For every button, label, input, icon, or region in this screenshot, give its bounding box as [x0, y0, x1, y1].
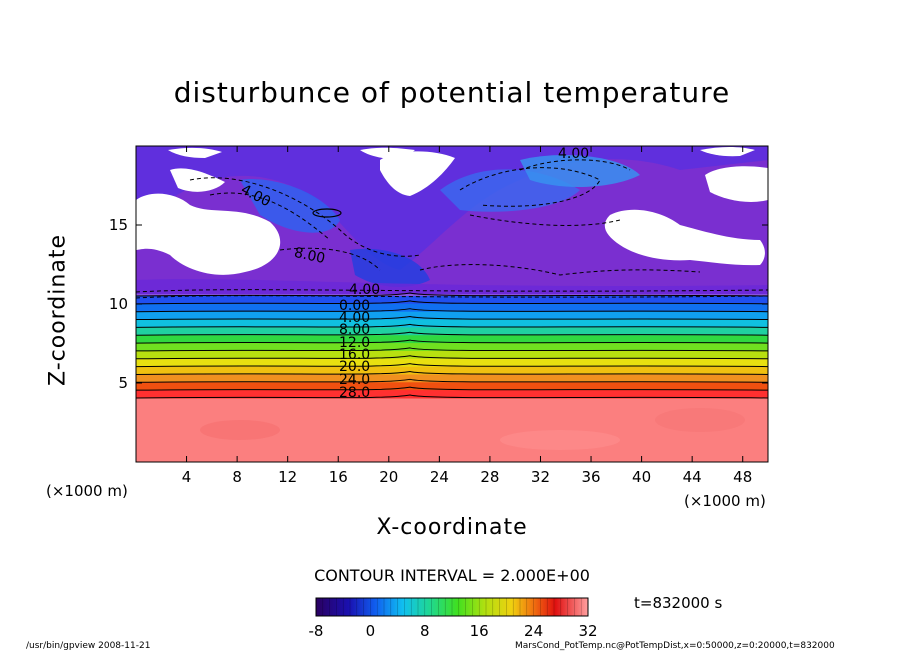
- x-tick-label: 20: [379, 468, 399, 486]
- color-band: [136, 335, 768, 344]
- contour-line: [136, 316, 768, 321]
- x-axis-ticks: [186, 146, 744, 462]
- y-tick-label: 5: [118, 374, 128, 392]
- color-band: [136, 343, 768, 352]
- x-tick-label: 24: [429, 468, 449, 486]
- contour-line: [136, 394, 768, 399]
- contour-label: 4.00: [558, 146, 590, 162]
- x-tick-label: 48: [733, 468, 753, 486]
- chart-title: disturbunce of potential temperature: [173, 76, 731, 109]
- color-band: [136, 296, 768, 305]
- x-tick-label: 8: [232, 468, 242, 486]
- color-band: [136, 390, 768, 399]
- contour-line: [136, 378, 768, 383]
- contour-line: [136, 308, 768, 313]
- color-band: [136, 366, 768, 375]
- x-axis-label: X-coordinate: [376, 515, 528, 540]
- contour-line: [136, 323, 768, 328]
- contour-line: [136, 339, 768, 344]
- footer-left: /usr/bin/gpview 2008-11-21: [26, 641, 151, 651]
- colorbar-divisions: [322, 598, 582, 616]
- color-band: [136, 319, 768, 328]
- contour-line: [136, 370, 768, 375]
- colorbar-tick-label: -8: [308, 622, 324, 640]
- contour-line: [136, 386, 768, 391]
- missing-region: [136, 193, 281, 275]
- color-band: [136, 303, 768, 313]
- y-axis-ticks: [136, 224, 768, 384]
- x-tick-label: 40: [632, 468, 652, 486]
- colorbar-tick-label: 32: [578, 622, 598, 640]
- contour-label: 28.0: [339, 385, 371, 401]
- contour-line: [136, 355, 768, 360]
- color-band: [136, 350, 768, 360]
- contour-label: 0.00: [339, 298, 371, 314]
- contour-line: [136, 292, 768, 297]
- x-tick-label: 4: [181, 468, 192, 486]
- x-unit-right: (×1000 m): [684, 492, 766, 510]
- colorbar: [315, 597, 589, 617]
- colorbar-tick-label: 24: [524, 622, 544, 640]
- x-tick-label: 32: [530, 468, 551, 486]
- positive-contours: [136, 292, 768, 399]
- colorbar-tick-label: 8: [420, 622, 430, 640]
- contour-line: [136, 331, 768, 336]
- contour-line: [136, 347, 768, 352]
- contour-label: 24.0: [339, 372, 371, 388]
- color-band: [136, 358, 768, 368]
- color-band: [136, 382, 768, 391]
- contour-interval: CONTOUR INTERVAL = 2.000E+00: [314, 566, 590, 585]
- contour-label: 20.0: [339, 359, 371, 375]
- color-band: [136, 374, 768, 383]
- contour-label: 4.00: [349, 282, 381, 298]
- colorbar-tick-label: 0: [365, 622, 376, 640]
- y-tick-label: 15: [108, 216, 128, 234]
- contour-label: 4.00: [339, 310, 371, 326]
- x-tick-label: 36: [581, 468, 601, 486]
- color-band: [136, 327, 768, 336]
- time-label: t=832000 s: [634, 594, 723, 612]
- color-bands: [136, 296, 768, 399]
- x-tick-label: 28: [480, 468, 500, 486]
- contour-line: [136, 363, 768, 368]
- x-tick-label: 44: [682, 468, 702, 486]
- x-tick-label: 16: [328, 468, 348, 486]
- contour-label: 16.0: [339, 347, 371, 363]
- x-unit-left: (×1000 m): [46, 482, 128, 500]
- x-tick-label: 12: [278, 468, 298, 486]
- contour-label: 12.0: [339, 335, 371, 351]
- potential-temperature-field: [136, 146, 768, 462]
- contour-label: 8.00: [339, 322, 371, 338]
- y-tick-label: 10: [108, 295, 128, 313]
- footer-right: MarsCond_PotTemp.nc@PotTempDist,x=0:5000…: [515, 641, 835, 651]
- color-band: [136, 311, 768, 321]
- colorbar-tick-label: 16: [469, 622, 489, 640]
- y-axis-label: Z-coordinate: [45, 234, 71, 386]
- contour-line: [136, 300, 768, 305]
- negative-contours: [136, 159, 768, 299]
